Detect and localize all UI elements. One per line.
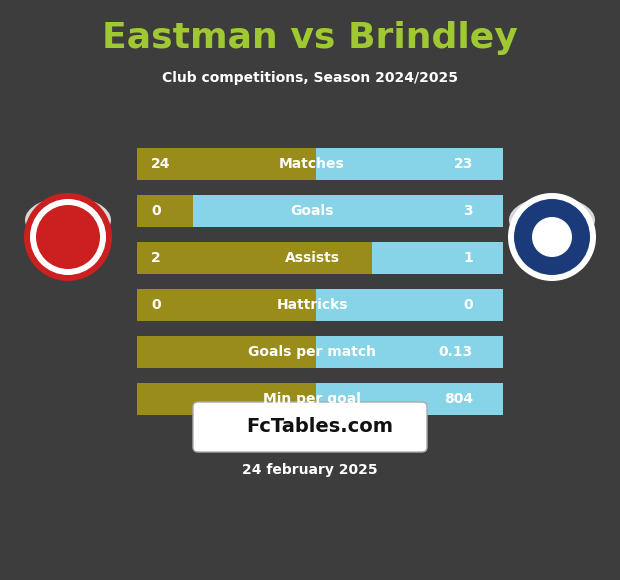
Text: 0.13: 0.13 [439,345,473,359]
FancyBboxPatch shape [137,148,332,180]
Text: 24 february 2025: 24 february 2025 [242,463,378,477]
FancyBboxPatch shape [137,195,487,227]
Bar [137,242,371,274]
Text: Assists: Assists [285,251,340,265]
FancyBboxPatch shape [137,195,209,227]
FancyBboxPatch shape [137,242,487,274]
FancyBboxPatch shape [137,336,332,368]
Circle shape [532,217,572,257]
FancyBboxPatch shape [137,242,388,274]
Bar [137,148,316,180]
Text: 0: 0 [151,204,161,218]
Bar [137,336,316,368]
FancyBboxPatch shape [137,289,487,321]
Bar [137,383,316,415]
Text: Hattricks: Hattricks [277,298,348,312]
Text: Eastman vs Brindley: Eastman vs Brindley [102,21,518,55]
Bar [316,336,503,368]
FancyBboxPatch shape [137,242,487,274]
Text: FcTables.com: FcTables.com [247,418,394,437]
FancyBboxPatch shape [137,148,487,180]
Text: 1: 1 [463,251,473,265]
Text: 24: 24 [151,157,171,171]
FancyBboxPatch shape [137,336,487,368]
Bar [137,289,316,321]
FancyBboxPatch shape [137,195,487,227]
Text: Goals: Goals [290,204,334,218]
Bar [137,383,316,415]
Text: 804: 804 [444,392,473,406]
Bar [316,383,503,415]
FancyBboxPatch shape [137,148,487,180]
FancyBboxPatch shape [137,383,487,415]
Bar [193,195,503,227]
Text: 2: 2 [151,251,161,265]
Ellipse shape [25,197,111,243]
Bar [137,289,316,321]
FancyBboxPatch shape [137,336,487,368]
FancyBboxPatch shape [137,195,487,227]
Text: 3: 3 [463,204,473,218]
Text: Matches: Matches [279,157,345,171]
Bar [137,336,316,368]
FancyBboxPatch shape [193,402,427,452]
FancyBboxPatch shape [137,242,487,274]
Bar [316,289,503,321]
Circle shape [24,193,112,281]
Bar [137,148,316,180]
FancyBboxPatch shape [137,383,487,415]
Text: Min per goal: Min per goal [263,392,361,406]
Bar [316,148,503,180]
Circle shape [30,199,106,275]
Text: Club competitions, Season 2024/2025: Club competitions, Season 2024/2025 [162,71,458,85]
FancyBboxPatch shape [137,289,487,321]
FancyBboxPatch shape [137,289,332,321]
Bar [137,242,371,274]
FancyBboxPatch shape [137,383,332,415]
Circle shape [508,193,596,281]
FancyBboxPatch shape [137,148,487,180]
FancyBboxPatch shape [137,383,487,415]
Text: 0: 0 [151,298,161,312]
Ellipse shape [509,197,595,243]
Circle shape [514,199,590,275]
Bar [137,195,193,227]
Bar [371,242,503,274]
FancyBboxPatch shape [137,289,487,321]
Text: 0: 0 [463,298,473,312]
Text: Goals per match: Goals per match [248,345,376,359]
Bar [137,195,193,227]
Text: 23: 23 [454,157,473,171]
FancyBboxPatch shape [137,336,487,368]
Circle shape [36,205,100,269]
